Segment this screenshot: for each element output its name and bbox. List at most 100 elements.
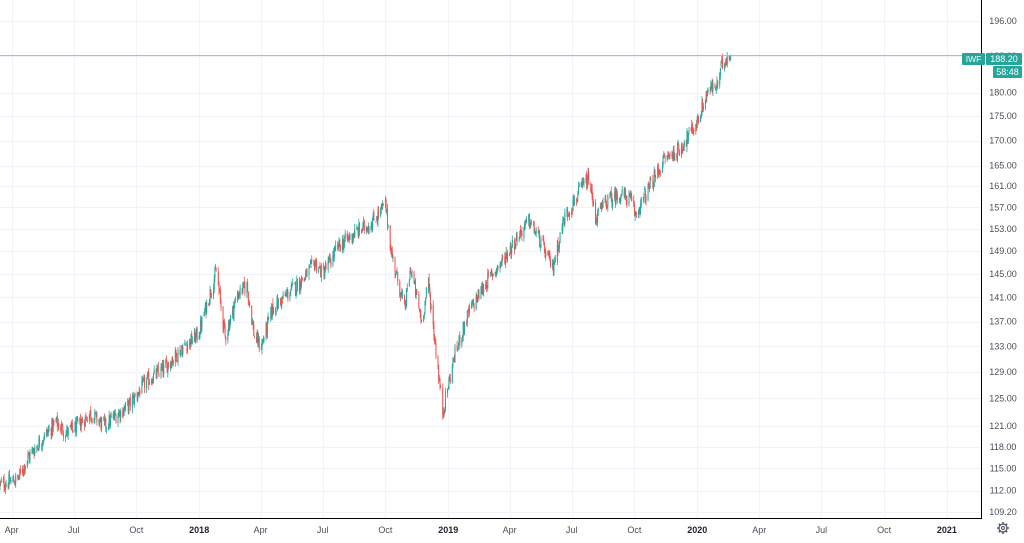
candle — [339, 244, 341, 252]
candle — [251, 305, 253, 326]
candle — [717, 80, 719, 90]
candle — [266, 322, 268, 338]
x-tick-label: Apr — [752, 525, 766, 535]
candle — [196, 326, 198, 343]
candle — [152, 372, 154, 384]
candle — [71, 419, 73, 433]
candle — [424, 300, 426, 315]
candle — [496, 267, 498, 277]
candle — [33, 447, 35, 459]
candle — [475, 291, 477, 311]
candle — [107, 423, 109, 431]
candle — [242, 282, 244, 294]
candle — [550, 256, 552, 268]
candle — [590, 183, 592, 195]
candle — [114, 408, 116, 416]
candle — [610, 191, 612, 197]
candle — [229, 318, 231, 331]
candle — [248, 299, 250, 307]
candle — [593, 199, 595, 207]
candle — [285, 292, 287, 297]
candle — [204, 307, 206, 317]
candle — [258, 333, 260, 347]
candle — [95, 412, 97, 415]
candle — [605, 194, 607, 207]
candle — [568, 211, 570, 217]
candle — [79, 413, 81, 431]
candle — [256, 329, 258, 343]
candle — [370, 222, 372, 233]
candle — [485, 280, 487, 293]
x-tick-label: Jul — [816, 525, 828, 535]
candle — [165, 358, 167, 369]
candle — [433, 320, 435, 341]
candle — [432, 300, 434, 329]
candle — [478, 289, 480, 302]
candle — [114, 409, 116, 421]
candle — [667, 151, 669, 161]
gear-icon[interactable] — [997, 522, 1009, 534]
candle — [376, 216, 378, 221]
candle — [442, 383, 444, 420]
candle — [528, 213, 530, 229]
candle — [462, 334, 464, 342]
candle — [552, 258, 554, 276]
candle — [241, 287, 243, 296]
candle — [213, 274, 215, 293]
candle — [81, 415, 83, 426]
candle — [286, 288, 288, 297]
candle — [721, 55, 723, 64]
candle — [653, 182, 655, 192]
y-tick-label: 149.00 — [989, 246, 1017, 256]
candle — [172, 356, 174, 365]
candle — [601, 201, 603, 213]
candle — [32, 447, 34, 455]
candle — [712, 79, 714, 97]
candle — [148, 379, 150, 385]
candle — [277, 297, 279, 309]
candle — [701, 96, 703, 117]
candle — [344, 229, 346, 243]
candle — [434, 336, 436, 345]
candle — [262, 338, 264, 345]
candle — [275, 310, 277, 315]
countdown-badge-bg — [993, 66, 1022, 78]
candle — [230, 314, 232, 326]
candle — [563, 217, 565, 226]
candle — [638, 206, 640, 215]
candle — [2, 476, 4, 484]
candle — [333, 248, 335, 262]
candle — [726, 52, 728, 68]
y-tick-label: 137.00 — [989, 317, 1017, 327]
candle — [300, 280, 302, 295]
candle — [180, 349, 182, 359]
candle — [716, 76, 718, 89]
candle — [180, 345, 182, 350]
candle — [58, 418, 60, 431]
candle — [51, 418, 53, 439]
candle — [363, 216, 365, 228]
candle — [553, 260, 555, 276]
candle — [28, 451, 30, 456]
candle — [238, 292, 240, 301]
candle — [310, 259, 312, 269]
candle — [60, 424, 62, 434]
candle — [696, 120, 698, 131]
candle — [190, 333, 192, 348]
candle — [395, 270, 397, 275]
candle — [438, 364, 440, 385]
candle — [247, 291, 249, 306]
candle — [537, 226, 539, 234]
candle — [57, 422, 59, 427]
candle — [200, 317, 202, 334]
candle — [296, 278, 298, 292]
candle — [635, 211, 637, 219]
candle — [710, 80, 712, 92]
candle — [189, 339, 191, 351]
candle — [151, 378, 153, 386]
candle — [215, 263, 217, 271]
candle — [129, 393, 131, 411]
candle — [515, 238, 517, 249]
candle — [525, 218, 527, 225]
